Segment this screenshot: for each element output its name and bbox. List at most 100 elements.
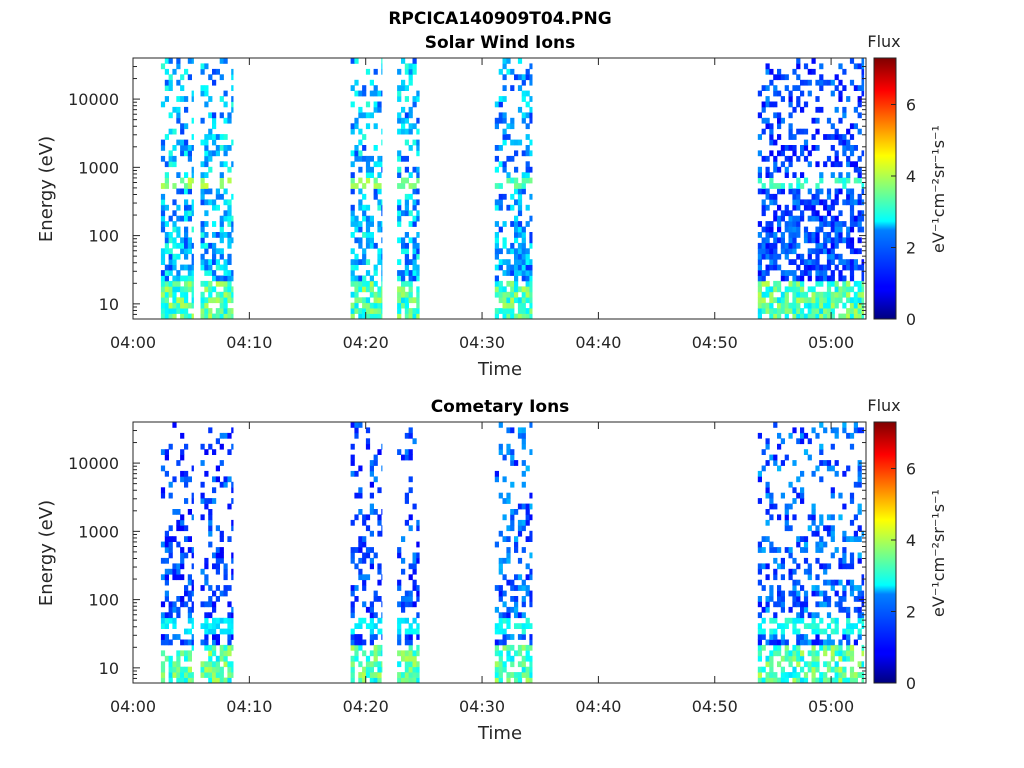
flux-cell xyxy=(784,286,789,293)
flux-cell xyxy=(208,270,213,276)
flux-cell xyxy=(223,650,228,657)
flux-cell xyxy=(408,596,413,602)
flux-cell xyxy=(842,183,847,189)
flux-cell xyxy=(838,221,843,227)
flux-cell xyxy=(800,427,805,434)
flux-cell xyxy=(397,150,402,157)
flux-cell xyxy=(861,617,865,624)
flux-cell xyxy=(517,623,523,629)
flux-cell xyxy=(506,449,511,455)
flux-cell xyxy=(219,443,224,450)
flux-cell xyxy=(849,242,855,249)
flux-cell xyxy=(172,199,177,206)
flux-cell xyxy=(525,161,530,168)
flux-cell xyxy=(404,666,409,673)
flux-cell xyxy=(369,308,374,314)
flux-cell xyxy=(373,270,378,276)
flux-cell xyxy=(807,454,812,461)
flux-cell xyxy=(373,101,378,108)
flux-cell xyxy=(223,270,228,276)
flux-cell xyxy=(815,161,820,168)
flux-cell xyxy=(168,612,173,619)
flux-cell xyxy=(191,585,194,591)
flux-cell xyxy=(416,302,420,309)
flux-cell xyxy=(208,661,213,668)
flux-cell xyxy=(830,443,835,450)
flux-cell xyxy=(803,661,809,668)
flux-cell xyxy=(358,128,363,135)
flux-cell xyxy=(168,481,173,488)
flux-cell xyxy=(823,628,828,635)
flux-cell xyxy=(358,672,363,678)
flux-cell xyxy=(168,237,173,244)
flux-cell xyxy=(401,596,406,602)
flux-cell xyxy=(796,655,801,662)
flux-cell xyxy=(826,308,832,314)
flux-cell xyxy=(350,204,355,211)
flux-cell xyxy=(494,308,499,314)
flux-cell xyxy=(792,275,797,282)
flux-cell xyxy=(780,574,785,581)
flux-cell xyxy=(796,492,801,499)
flux-cell xyxy=(219,297,224,304)
flux-cell xyxy=(807,286,812,293)
flux-cell xyxy=(160,215,166,222)
flux-cell xyxy=(231,443,234,450)
flux-cell xyxy=(815,547,820,553)
flux-cell xyxy=(354,547,359,553)
flux-cell xyxy=(502,286,507,293)
flux-cell xyxy=(769,193,774,200)
flux-cell xyxy=(176,226,181,233)
flux-cell xyxy=(416,650,420,657)
flux-cell xyxy=(168,661,173,668)
flux-cell xyxy=(191,199,194,206)
flux-cell xyxy=(176,204,181,211)
flux-cell xyxy=(777,90,782,97)
flux-cell xyxy=(784,509,789,515)
flux-cell xyxy=(176,112,181,119)
flux-cell xyxy=(815,253,820,260)
flux-cell xyxy=(227,617,232,624)
flux-cell xyxy=(773,264,778,271)
flux-cell xyxy=(223,291,228,298)
flux-cell xyxy=(765,280,770,287)
flux-cell xyxy=(187,655,192,662)
flux-cell xyxy=(765,232,770,238)
flux-cell xyxy=(231,623,234,629)
flux-cell xyxy=(369,112,374,119)
flux-cell xyxy=(164,58,169,64)
flux-cell xyxy=(514,215,519,222)
flux-cell xyxy=(494,253,499,260)
flux-cell xyxy=(807,574,812,581)
flux-cell xyxy=(834,470,839,477)
flux-cell xyxy=(212,606,217,613)
flux-cell xyxy=(765,563,770,570)
flux-cell xyxy=(857,291,862,298)
flux-cell xyxy=(823,677,828,684)
flux-cell xyxy=(849,666,855,673)
flux-cell xyxy=(769,183,774,189)
flux-cell xyxy=(397,308,402,314)
flux-cell xyxy=(373,623,378,629)
flux-cell xyxy=(408,590,413,597)
flux-cell xyxy=(823,232,828,238)
flux-cell xyxy=(834,150,839,157)
flux-cell xyxy=(397,128,402,135)
flux-cell xyxy=(180,286,185,293)
flux-cell xyxy=(191,579,194,586)
flux-cell xyxy=(212,221,217,227)
flux-cell xyxy=(208,112,213,119)
flux-cell xyxy=(761,536,766,542)
flux-cell xyxy=(358,221,363,227)
flux-cell xyxy=(160,677,166,684)
flux-cell xyxy=(184,139,189,146)
flux-cell xyxy=(823,242,828,249)
flux-cell xyxy=(176,563,181,570)
flux-cell xyxy=(853,215,858,222)
flux-cell xyxy=(788,232,793,238)
flux-cell xyxy=(208,612,213,619)
flux-cell xyxy=(807,623,812,629)
flux-cell xyxy=(397,237,402,244)
flux-cell xyxy=(506,58,511,64)
flux-cell xyxy=(811,297,816,304)
